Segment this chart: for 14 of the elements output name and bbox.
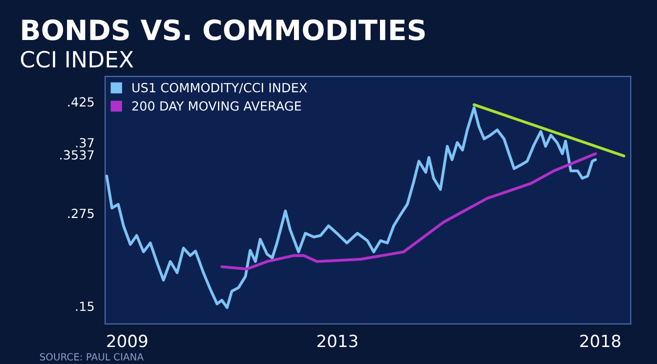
- y-tick-label: .425: [68, 97, 94, 107]
- y-tick-label: .37: [76, 138, 94, 148]
- chart-title: BONDS VS. COMMODITIES: [22, 19, 425, 40]
- x-tick-label: 2013: [317, 334, 358, 348]
- legend-label: US1 COMMODITY/CCI INDEX: [132, 82, 307, 94]
- line-series: [220, 152, 597, 270]
- y-tick-label: .15: [76, 302, 94, 312]
- chart-subtitle: CCI INDEX: [20, 50, 134, 68]
- legend-label: 200 DAY MOVING AVERAGE: [132, 101, 301, 111]
- source-note: SOURCE: PAUL CIANA: [40, 353, 144, 360]
- x-tick-label: 2009: [107, 334, 148, 348]
- x-tick-label: 2018: [580, 334, 620, 348]
- y-tick-label: .275: [68, 208, 94, 218]
- y-tick-label: .3537: [60, 150, 94, 160]
